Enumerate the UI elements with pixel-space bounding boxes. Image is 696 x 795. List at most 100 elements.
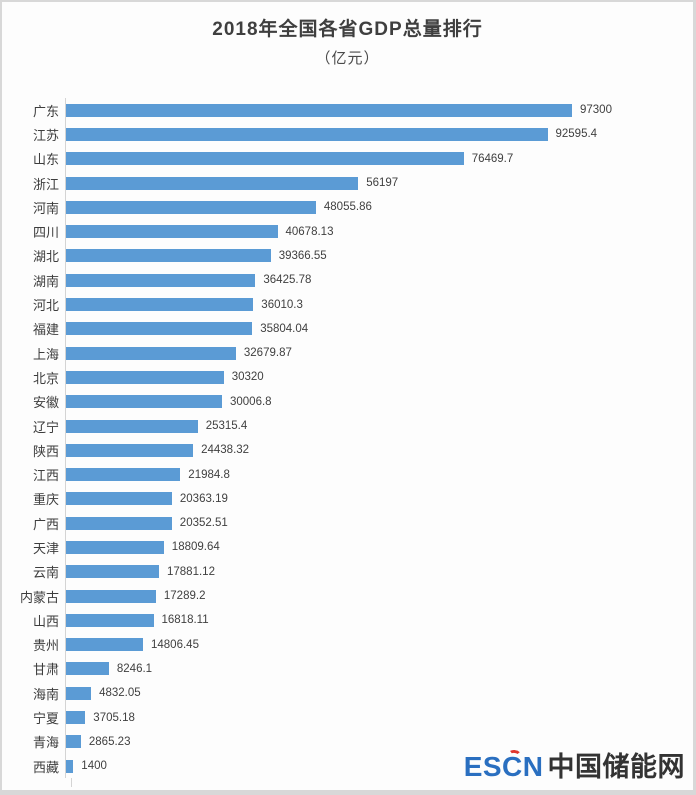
plot-cell: 14806.45 (65, 632, 693, 657)
bar (66, 443, 194, 457)
category-label: 江西 (32, 468, 59, 484)
value-label: 39366.55 (278, 249, 327, 262)
plot-cell: 20352.51 (65, 511, 693, 536)
plot-cell: 3705.18 (65, 705, 693, 730)
category-label: 北京 (32, 370, 59, 386)
bar (66, 638, 143, 652)
value-label: 36425.78 (263, 274, 312, 287)
bar (66, 152, 464, 166)
bar (66, 322, 253, 336)
plot-cell: 1400 (65, 754, 693, 779)
value-label: 8246.1 (116, 662, 153, 675)
value-label: 4832.05 (99, 687, 141, 700)
bar-row: 广西 20352.51 (7, 511, 693, 536)
value-label: 24438.32 (201, 444, 250, 457)
bar-row: 陕西 24438.32 (7, 438, 693, 463)
bar (66, 395, 222, 409)
value-label: 25315.4 (205, 420, 248, 432)
category-label: 山西 (32, 613, 59, 629)
category-label: 安徽 (32, 395, 59, 411)
plot-cell: 4832.05 (65, 681, 693, 706)
value-label: 21984.8 (188, 468, 230, 481)
category-label: 湖北 (32, 249, 59, 265)
bar (66, 370, 224, 384)
category-label: 云南 (32, 565, 59, 581)
plot-cell: 2865.23 (65, 729, 693, 755)
bar (66, 565, 159, 579)
plot-cell: 97300 (65, 98, 693, 123)
category-label: 上海 (32, 346, 59, 362)
plot-cell: 36425.78 (65, 268, 693, 293)
bar-row: 湖北 39366.55 (7, 243, 693, 269)
plot-cell: 17881.12 (65, 559, 693, 584)
site-name-text: 中国储能网 (547, 752, 685, 782)
category-label: 广西 (32, 516, 59, 532)
bar (66, 711, 86, 725)
plot-cell: 21984.8 (65, 462, 693, 487)
y-axis-stub (71, 778, 81, 788)
category-label: 广东 (32, 103, 59, 119)
bar (66, 662, 109, 676)
bar-row: 河北 36010.3 (7, 292, 693, 317)
value-label: 35804.04 (260, 322, 309, 335)
bar-row: 宁夏 3705.18 (7, 705, 693, 730)
value-label: 36010.3 (261, 298, 303, 311)
bar (66, 468, 181, 482)
category-label: 湖南 (32, 273, 59, 289)
bar-row: 辽宁 25315.4 (7, 413, 693, 439)
plot-cell: 40678.13 (65, 219, 693, 244)
value-label: 30006.8 (230, 395, 272, 408)
bar-row: 北京 30320 (7, 365, 693, 390)
bar-row: 福建 35804.04 (7, 316, 693, 341)
bar (66, 589, 156, 603)
category-label: 辽宁 (32, 419, 59, 435)
bar-row: 青海 2865.23 (7, 729, 693, 755)
bar (66, 686, 92, 700)
bar-row: 内蒙古 17289.2 (7, 583, 693, 609)
bar (66, 249, 271, 263)
plot-cell: 20363.19 (65, 486, 693, 512)
category-label: 河南 (32, 200, 59, 216)
category-label: 西藏 (32, 759, 59, 775)
category-label: 海南 (32, 686, 59, 702)
chart-header: 2018年全国各省GDP总量排行 （亿元） (2, 2, 693, 68)
chart-subtitle: （亿元） (315, 50, 380, 67)
value-label: 20352.51 (179, 517, 228, 530)
bar-row: 上海 32679.87 (7, 340, 693, 366)
bar-row: 河南 48055.86 (7, 195, 693, 220)
bar (66, 735, 81, 749)
bar-chart: 广东 97300 江苏 92595.4 山东 76469.7 浙江 (2, 98, 693, 779)
plot-cell: 39366.55 (65, 243, 693, 269)
bar (66, 346, 236, 360)
bar-row: 浙江 56197 (7, 170, 693, 196)
bar (66, 200, 316, 214)
bar (66, 516, 172, 530)
category-label: 青海 (32, 735, 59, 751)
value-label: 17881.12 (167, 565, 215, 578)
bar-row: 江苏 92595.4 (7, 122, 693, 147)
plot-cell: 17289.2 (65, 583, 693, 609)
bar-row: 贵州 14806.45 (7, 632, 693, 657)
plot-cell: 35804.04 (65, 316, 693, 341)
bar (66, 419, 198, 433)
escn-wordmark: ESCN (463, 751, 544, 782)
bar-row: 天津 18809.64 (7, 535, 693, 560)
bar-row: 山西 16818.11 (7, 608, 693, 633)
bar-row: 山东 76469.7 (7, 146, 693, 171)
plot-cell: 30320 (65, 365, 693, 390)
plot-cell: 25315.4 (65, 413, 693, 439)
bar (66, 103, 572, 117)
category-label: 浙江 (32, 176, 59, 192)
bar (66, 176, 359, 190)
plot-cell: 56197 (65, 170, 693, 196)
category-label: 陕西 (32, 443, 59, 459)
value-label: 92595.4 (555, 128, 598, 141)
plot-cell: 32679.87 (65, 340, 693, 366)
plot-cell: 36010.3 (65, 292, 693, 317)
plot-cell: 16818.11 (65, 608, 693, 633)
bar-row: 安徽 30006.8 (7, 389, 693, 414)
plot-cell: 76469.7 (65, 146, 693, 171)
category-label: 江苏 (32, 127, 59, 143)
escn-logo-text: ESCN (463, 749, 544, 783)
